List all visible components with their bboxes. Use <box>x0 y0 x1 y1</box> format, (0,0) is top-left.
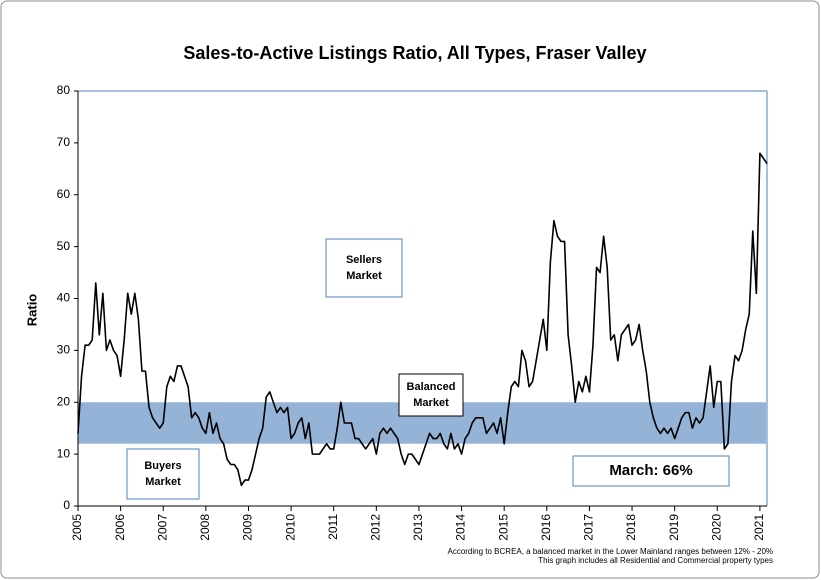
buyers-label: Buyers <box>144 460 181 472</box>
x-tick-label: 2019 <box>667 514 681 541</box>
x-tick-label: 2008 <box>198 514 212 541</box>
balanced-label: Balanced <box>407 381 456 393</box>
y-tick-label: 70 <box>57 135 71 149</box>
y-tick-label: 80 <box>57 83 71 97</box>
x-tick-label: 2009 <box>241 514 255 541</box>
x-tick-label: 2012 <box>369 514 383 541</box>
y-tick-label: 0 <box>63 498 70 512</box>
y-tick-label: 40 <box>57 291 71 305</box>
x-tick-label: 2021 <box>752 514 766 541</box>
latest-box <box>572 455 730 487</box>
x-tick-label: 2020 <box>709 514 723 541</box>
y-tick-label: 30 <box>57 343 71 357</box>
x-tick-label: 2018 <box>624 514 638 541</box>
sellers-box <box>325 238 403 298</box>
line <box>77 152 768 487</box>
x-tick-label: 2014 <box>454 514 468 541</box>
x-tick-label: 2017 <box>582 514 596 541</box>
latest-label: March: 66% <box>609 462 692 479</box>
balanced-box <box>398 373 464 417</box>
y-axis-label: Ratio <box>24 294 39 327</box>
chart-title: Sales-to-Active Listings Ratio, All Type… <box>183 43 646 63</box>
x-tick-label: 2005 <box>70 514 84 541</box>
x-tick-label: 2010 <box>283 514 297 541</box>
y-tick-label: 50 <box>57 239 71 253</box>
x-tick-label: 2013 <box>411 514 425 541</box>
sellers-label: Sellers <box>346 254 382 266</box>
x-tick-label: 2016 <box>539 514 553 541</box>
sellers-label: Market <box>346 270 382 282</box>
x-tick-label: 2006 <box>113 514 127 541</box>
buyers-box <box>126 448 200 500</box>
balanced-label: Market <box>413 397 449 409</box>
footnote: This graph includes all Residential and … <box>538 556 773 565</box>
x-tick-label: 2015 <box>496 514 510 541</box>
footnote: According to BCREA, a balanced market in… <box>447 547 773 556</box>
buyers-label: Market <box>145 476 181 488</box>
x-tick-label: 2007 <box>155 514 169 541</box>
y-tick-label: 20 <box>57 394 71 408</box>
y-tick-label: 10 <box>57 446 71 460</box>
y-tick-label: 60 <box>57 187 71 201</box>
x-tick-label: 2011 <box>326 514 340 540</box>
